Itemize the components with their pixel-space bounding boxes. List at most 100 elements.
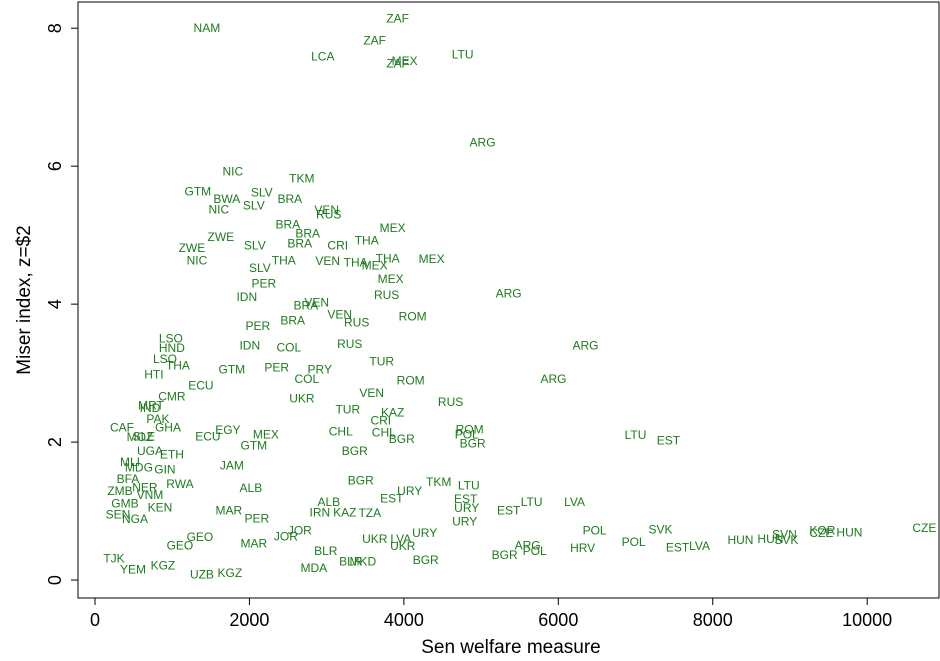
point-label: CHL [329, 425, 353, 439]
point-label: MAR [216, 503, 243, 517]
point-label: BRA [293, 298, 318, 312]
point-label: MKD [349, 554, 376, 568]
point-label: NIC [222, 165, 243, 179]
point-label: MEX [362, 258, 388, 272]
y-axis-title: Miser index, z=$2 [14, 225, 35, 374]
point-label: THA [344, 256, 368, 270]
point-label: ZAF [363, 33, 386, 47]
point-label: VEN [304, 296, 329, 310]
point-label: SLE [133, 429, 156, 443]
point-label: RUS [344, 316, 369, 330]
point-label: BGR [492, 548, 518, 562]
point-label: UKR [289, 392, 315, 406]
point-label: IDN [239, 338, 260, 352]
point-label: LSO [153, 352, 177, 366]
point-label: CRI [370, 414, 391, 428]
point-label: CRI [327, 238, 348, 252]
point-label: LTU [521, 495, 543, 509]
point-label: JOR [288, 523, 312, 537]
point-label: LVA [689, 539, 710, 553]
point-label: URY [397, 484, 422, 498]
point-label: UGA [137, 444, 163, 458]
point-label: KAZ [381, 405, 404, 419]
point-label: ZWE [208, 230, 235, 244]
point-label: VEN [314, 203, 339, 217]
point-label: TUR [335, 403, 360, 417]
point-label: POL [523, 544, 547, 558]
point-label: ECU [195, 429, 220, 443]
point-label: NGA [122, 512, 148, 526]
point-label: EST [380, 492, 404, 506]
point-label: ROM [399, 309, 427, 323]
point-label: IDN [236, 290, 257, 304]
point-label: PER [244, 512, 269, 526]
point-label: NIC [187, 254, 208, 268]
point-label: ZMB [107, 484, 132, 498]
point-label: ZWE [179, 241, 206, 255]
point-label: POL [622, 535, 646, 549]
point-label: UKR [362, 532, 388, 546]
point-label: MEX [253, 427, 279, 441]
point-label: MEX [419, 252, 445, 266]
point-label: RUS [438, 395, 463, 409]
point-label: SLV [251, 185, 273, 199]
point-label: ROM [456, 423, 484, 437]
point-label: TJK [103, 552, 124, 566]
point-label: GTM [240, 438, 267, 452]
point-label: THA [355, 234, 379, 248]
point-label: CMR [158, 389, 186, 403]
y-tick-label: 4 [45, 299, 65, 309]
point-label: BRA [287, 236, 312, 250]
point-label: ARG [572, 338, 598, 352]
point-label: LTU [458, 478, 480, 492]
point-label: MOZ [127, 430, 154, 444]
point-label: ALB [240, 481, 263, 495]
point-label: RUS [316, 207, 341, 221]
point-label: NER [132, 480, 158, 494]
point-label: GEO [187, 530, 214, 544]
point-label: HTI [144, 367, 163, 381]
point-label: TUR [369, 354, 394, 368]
point-label: CZE [809, 526, 833, 540]
point-label: BGR [389, 432, 415, 446]
point-label: URY [452, 514, 477, 528]
point-label: BGR [342, 444, 368, 458]
point-label: BRA [295, 227, 320, 241]
point-label: VEN [359, 386, 384, 400]
point-label: RUS [337, 337, 362, 351]
point-label: UKR [390, 539, 416, 553]
point-label: ETH [160, 447, 184, 461]
point-label: MDG [125, 460, 153, 474]
plot-frame [77, 1, 940, 599]
point-label: JAM [220, 458, 244, 472]
point-label: PAK [146, 412, 169, 426]
point-label: ARG [470, 136, 496, 150]
point-label: UZB [190, 567, 214, 581]
point-label: BRA [280, 314, 305, 328]
point-label: EGY [215, 423, 240, 437]
point-label: KGZ [151, 558, 176, 572]
point-label: RWA [166, 477, 193, 491]
point-label: HUN [836, 525, 862, 539]
x-tick-label: 0 [90, 610, 100, 630]
point-label: CZE [912, 521, 936, 535]
point-label: HND [159, 341, 185, 355]
point-label: TKM [426, 475, 451, 489]
point-label: SEN [106, 507, 131, 521]
point-label: LVA [390, 532, 411, 546]
x-tick-label: 2000 [229, 610, 269, 630]
point-label: BRA [275, 218, 300, 232]
point-label: BGR [460, 436, 486, 450]
point-label: HUN [757, 532, 783, 546]
point-label: PRY [308, 363, 332, 377]
x-tick-label: 4000 [384, 610, 424, 630]
point-label: KOR [809, 523, 835, 537]
point-label: SLV [244, 238, 266, 252]
point-label: CHL [372, 425, 396, 439]
point-label: LVA [564, 495, 585, 509]
point-label: EST [657, 434, 681, 448]
x-axis-title: Sen welfare measure [421, 637, 601, 658]
point-label: BFA [117, 472, 140, 486]
point-label: POL [583, 523, 607, 537]
